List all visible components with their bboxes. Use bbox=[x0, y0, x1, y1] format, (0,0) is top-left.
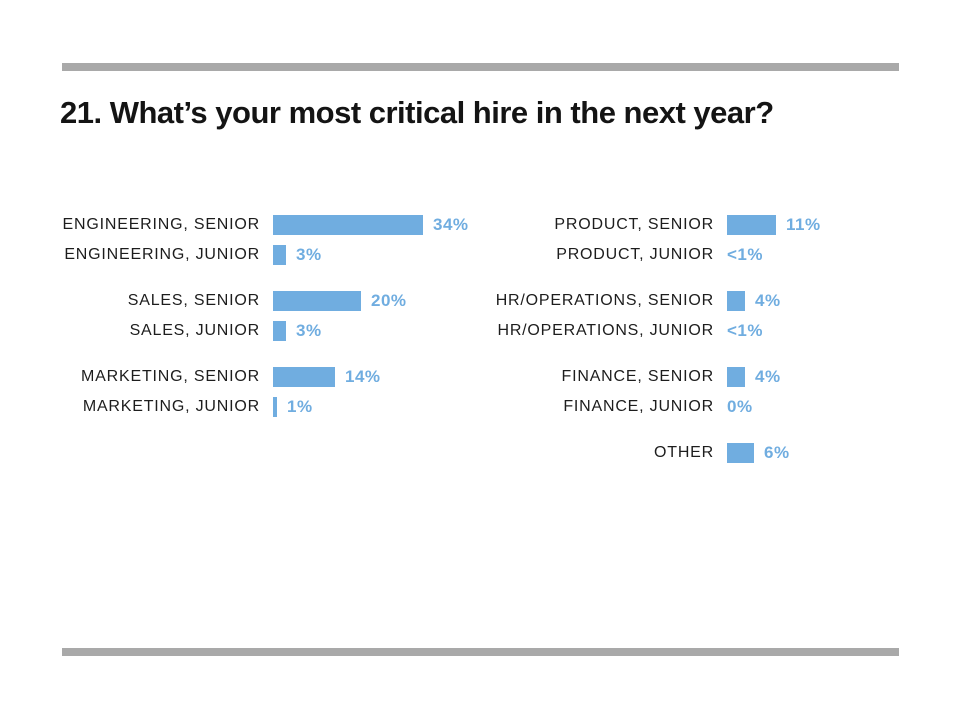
chart-row: PRODUCT, SENIOR 11% bbox=[492, 215, 821, 235]
row-value: 3% bbox=[296, 245, 322, 264]
chart-row: SALES, SENIOR 20% bbox=[62, 291, 469, 311]
chart-column-left: ENGINEERING, SENIOR 34% ENGINEERING, JUNIO… bbox=[62, 215, 469, 427]
bar bbox=[727, 291, 745, 311]
row-label: SALES, SENIOR bbox=[127, 292, 260, 309]
row-value: 0% bbox=[727, 397, 753, 416]
bar-group: SALES, SENIOR 20% SALES, JUNIOR 3% bbox=[62, 291, 469, 341]
bar-group: FINANCE, SENIOR 4% FINANCE, JUNIOR 0% bbox=[492, 367, 821, 417]
bar bbox=[727, 215, 776, 235]
bar bbox=[727, 367, 745, 387]
row-label: HR/OPERATIONS, SENIOR bbox=[495, 292, 714, 309]
row-label: FINANCE, SENIOR bbox=[561, 368, 714, 385]
row-label: ENGINEERING, SENIOR bbox=[62, 216, 260, 233]
row-label: MARKETING, SENIOR bbox=[81, 368, 260, 385]
bar bbox=[273, 367, 335, 387]
chart-row: OTHER 6% bbox=[492, 443, 821, 463]
row-label: HR/OPERATIONS, JUNIOR bbox=[497, 322, 714, 339]
row-label: MARKETING, JUNIOR bbox=[82, 398, 260, 415]
row-value: <1% bbox=[727, 321, 763, 340]
bar bbox=[273, 245, 286, 265]
row-value: 4% bbox=[755, 367, 781, 386]
chart-row: FINANCE, SENIOR 4% bbox=[492, 367, 821, 387]
bar bbox=[273, 397, 277, 417]
row-label: PRODUCT, SENIOR bbox=[554, 216, 714, 233]
row-value: 6% bbox=[764, 443, 790, 462]
chart-row: ENGINEERING, JUNIOR 3% bbox=[62, 245, 469, 265]
bar bbox=[273, 321, 286, 341]
page-title: 21. What’s your most critical hire in th… bbox=[60, 95, 774, 130]
row-value: 20% bbox=[371, 291, 407, 310]
row-label: SALES, JUNIOR bbox=[129, 322, 260, 339]
bar bbox=[727, 443, 754, 463]
top-divider-rule bbox=[62, 63, 899, 71]
bottom-divider-rule bbox=[62, 648, 899, 656]
row-value: 4% bbox=[755, 291, 781, 310]
row-label: FINANCE, JUNIOR bbox=[563, 398, 714, 415]
row-value: <1% bbox=[727, 245, 763, 264]
row-value: 11% bbox=[786, 215, 821, 234]
chart-row: HR/OPERATIONS, JUNIOR <1% bbox=[492, 321, 821, 341]
row-label: OTHER bbox=[654, 444, 714, 461]
bar-group: OTHER 6% bbox=[492, 443, 821, 463]
chart-row: FINANCE, JUNIOR 0% bbox=[492, 397, 821, 417]
row-label: ENGINEERING, JUNIOR bbox=[64, 246, 260, 263]
bar bbox=[273, 215, 423, 235]
bar bbox=[273, 291, 361, 311]
chart-row: HR/OPERATIONS, SENIOR 4% bbox=[492, 291, 821, 311]
chart-row: MARKETING, SENIOR 14% bbox=[62, 367, 469, 387]
chart-row: SALES, JUNIOR 3% bbox=[62, 321, 469, 341]
bar-group: MARKETING, SENIOR 14% MARKETING, JUNIOR 1% bbox=[62, 367, 469, 417]
row-value: 14% bbox=[345, 367, 381, 386]
bar-group: HR/OPERATIONS, SENIOR 4% HR/OPERATIONS, JU… bbox=[492, 291, 821, 341]
row-label: PRODUCT, JUNIOR bbox=[556, 246, 714, 263]
row-value: 1% bbox=[287, 397, 313, 416]
bar-group: ENGINEERING, SENIOR 34% ENGINEERING, JUNIO… bbox=[62, 215, 469, 265]
row-value: 34% bbox=[433, 215, 469, 234]
row-value: 3% bbox=[296, 321, 322, 340]
chart-column-right: PRODUCT, SENIOR 11% PRODUCT, JUNIOR <1% HR/O… bbox=[492, 215, 821, 473]
chart-row: MARKETING, JUNIOR 1% bbox=[62, 397, 469, 417]
chart-row: ENGINEERING, SENIOR 34% bbox=[62, 215, 469, 235]
bar-group: PRODUCT, SENIOR 11% PRODUCT, JUNIOR <1% bbox=[492, 215, 821, 265]
chart-row: PRODUCT, JUNIOR <1% bbox=[492, 245, 821, 265]
